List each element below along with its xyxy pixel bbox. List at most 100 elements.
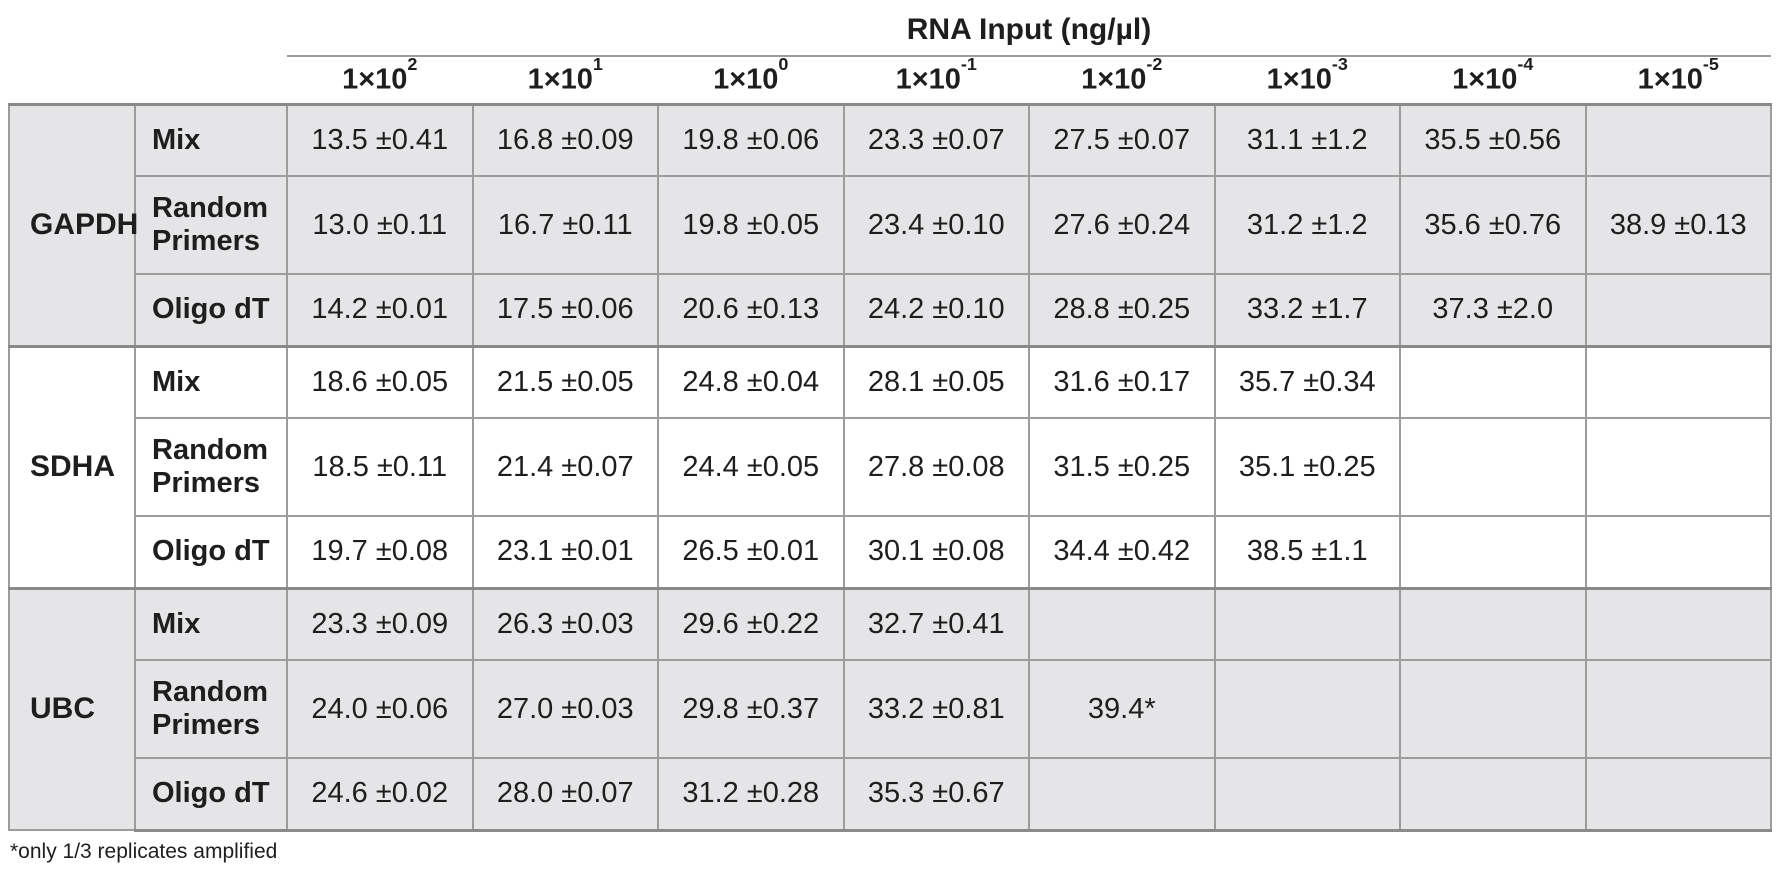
empty-cell (1399, 515, 1587, 589)
value-cell: 16.7 ±0.11 (471, 175, 659, 275)
title-row-spacer (9, 4, 287, 56)
column-header-1×10^-3: 1×10-3 (1214, 54, 1400, 104)
value-cell: 27.0 ±0.03 (471, 659, 659, 759)
column-header-exponent: 1 (592, 54, 603, 75)
column-header-base: 1×10 (895, 64, 961, 97)
primer-label-cell: Random Primers (134, 175, 288, 275)
value-cell: 13.0 ±0.11 (286, 175, 474, 275)
column-header-exponent: -5 (1702, 54, 1719, 75)
value-cell: 34.4 ±0.42 (1028, 515, 1216, 589)
empty-cell (1399, 344, 1587, 419)
empty-cell (1028, 757, 1216, 832)
primer-label-cell: Random Primers (134, 417, 288, 517)
column-header-base: 1×10 (1637, 64, 1703, 97)
value-cell: 28.8 ±0.25 (1028, 273, 1216, 347)
title-row: RNA Input (ng/µl) (9, 4, 1771, 57)
value-cell: 19.7 ±0.08 (286, 515, 474, 589)
value-cell: 29.6 ±0.22 (657, 586, 845, 661)
empty-cell (1584, 659, 1772, 759)
value-cell: 35.3 ±0.67 (842, 757, 1030, 832)
value-cell: 29.8 ±0.37 (657, 659, 845, 759)
value-cell: 19.8 ±0.06 (657, 102, 845, 177)
column-header-exponent: 0 (778, 54, 789, 75)
value-cell: 26.5 ±0.01 (657, 515, 845, 589)
empty-cell (1213, 586, 1401, 661)
column-header-base: 1×10 (342, 64, 408, 97)
rna-input-ct-table-figure: RNA Input (ng/µl) 1×102 1×101 1×100 1×10-1 1… (8, 4, 1772, 863)
column-header-1×10^1: 1×101 (472, 54, 658, 104)
table-header: RNA Input (ng/µl) 1×102 1×101 1×100 1×10-1 1… (9, 4, 1771, 104)
value-cell: 24.6 ±0.02 (286, 757, 474, 832)
value-cell: 33.2 ±0.81 (842, 659, 1030, 759)
value-cell: 24.4 ±0.05 (657, 417, 845, 517)
value-cell: 26.3 ±0.03 (471, 586, 659, 661)
value-cell: 31.5 ±0.25 (1028, 417, 1216, 517)
column-header-1×10^-1: 1×10-1 (843, 54, 1029, 104)
primer-label-cell: Oligo dT (134, 273, 288, 347)
value-cell: 37.3 ±2.0 (1399, 273, 1587, 347)
column-header-1×10^-5: 1×10-5 (1585, 54, 1771, 104)
empty-cell (1584, 586, 1772, 661)
value-cell: 13.5 ±0.41 (286, 102, 474, 177)
empty-cell (1399, 586, 1587, 661)
empty-cell (1213, 757, 1401, 832)
table-row-ubc-0: UBC Mix 23.3 ±0.09 26.3 ±0.03 29.6 ±0.22 32.7… (8, 586, 1772, 831)
value-cell: 18.6 ±0.05 (286, 344, 474, 419)
value-cell: 31.1 ±1.2 (1213, 102, 1401, 177)
value-cell: 21.4 ±0.07 (471, 417, 659, 517)
column-headers-row: 1×102 1×101 1×100 1×10-1 1×10-2 1×10-3 1×10-4 1… (9, 54, 1771, 104)
primer-label-cell: Oligo dT (134, 757, 288, 832)
table-body: GAPDH Mix 13.5 ±0.41 16.8 ±0.09 19.8 ±0.06 23… (8, 102, 1772, 832)
table-row-sdha-1: Random Primers 18.5 ±0.11 21.4 ±0.07 24.4 ±… (9, 417, 1772, 517)
value-cell: 35.5 ±0.56 (1399, 102, 1587, 177)
empty-cell (1399, 417, 1587, 517)
value-cell: 31.6 ±0.17 (1028, 344, 1216, 419)
empty-cell (1584, 757, 1772, 832)
table-row-gapdh-0: GAPDH Mix 13.5 ±0.41 16.8 ±0.09 19.8 ±0.06 23… (8, 102, 1772, 347)
primer-label-cell: Mix (134, 344, 288, 419)
footnote: *only 1/3 replicates amplified (10, 839, 278, 863)
column-header-exponent: -4 (1517, 54, 1534, 75)
value-cell: 28.0 ±0.07 (471, 757, 659, 832)
table-row-ubc-2: Oligo dT 24.6 ±0.02 28.0 ±0.07 31.2 ±0.28 35… (9, 757, 1772, 832)
column-header-1×10^-4: 1×10-4 (1400, 54, 1586, 104)
empty-cell (1584, 515, 1772, 589)
value-cell: 24.8 ±0.04 (657, 344, 845, 419)
table-row-sdha-0: SDHA Mix 18.6 ±0.05 21.5 ±0.05 24.8 ±0.04 28.… (8, 344, 1772, 589)
column-header-base: 1×10 (1266, 64, 1332, 97)
value-cell: 35.7 ±0.34 (1213, 344, 1401, 419)
value-cell: 39.4* (1028, 659, 1216, 759)
gene-cell-ubc: UBC (8, 586, 136, 831)
primer-label-cell: Mix (134, 102, 288, 177)
empty-cell (1584, 417, 1772, 517)
column-header-base: 1×10 (1452, 64, 1518, 97)
colhead-spacer (9, 56, 135, 104)
column-header-base: 1×10 (1081, 64, 1147, 97)
ct-values-table: RNA Input (ng/µl) 1×102 1×101 1×100 1×10-1 1… (8, 4, 1772, 832)
primer-label-cell: Random Primers (134, 659, 288, 759)
value-cell: 30.1 ±0.08 (842, 515, 1030, 589)
empty-cell (1028, 586, 1216, 661)
gene-cell-sdha: SDHA (8, 344, 136, 589)
value-cell: 23.3 ±0.07 (842, 102, 1030, 177)
value-cell: 33.2 ±1.7 (1213, 273, 1401, 347)
value-cell: 27.5 ±0.07 (1028, 102, 1216, 177)
empty-cell (1399, 659, 1587, 759)
value-cell: 18.5 ±0.11 (286, 417, 474, 517)
empty-cell (1584, 102, 1772, 177)
value-cell: 16.8 ±0.09 (471, 102, 659, 177)
value-cell: 38.5 ±1.1 (1213, 515, 1401, 589)
value-cell: 24.0 ±0.06 (286, 659, 474, 759)
value-cell: 23.4 ±0.10 (842, 175, 1030, 275)
value-cell: 31.2 ±1.2 (1213, 175, 1401, 275)
empty-cell (1584, 344, 1772, 419)
table-row-ubc-1: Random Primers 24.0 ±0.06 27.0 ±0.03 29.8 ±… (9, 659, 1772, 759)
value-cell: 23.3 ±0.09 (286, 586, 474, 661)
column-header-1×10^0: 1×100 (658, 54, 844, 104)
value-cell: 27.6 ±0.24 (1028, 175, 1216, 275)
column-header-exponent: -3 (1331, 54, 1348, 75)
empty-cell (1213, 659, 1401, 759)
value-cell: 27.8 ±0.08 (842, 417, 1030, 517)
table-row-gapdh-2: Oligo dT 14.2 ±0.01 17.5 ±0.06 20.6 ±0.13 24… (9, 273, 1772, 347)
table-row-gapdh-1: Random Primers 13.0 ±0.11 16.7 ±0.11 19.8 ±… (9, 175, 1772, 275)
